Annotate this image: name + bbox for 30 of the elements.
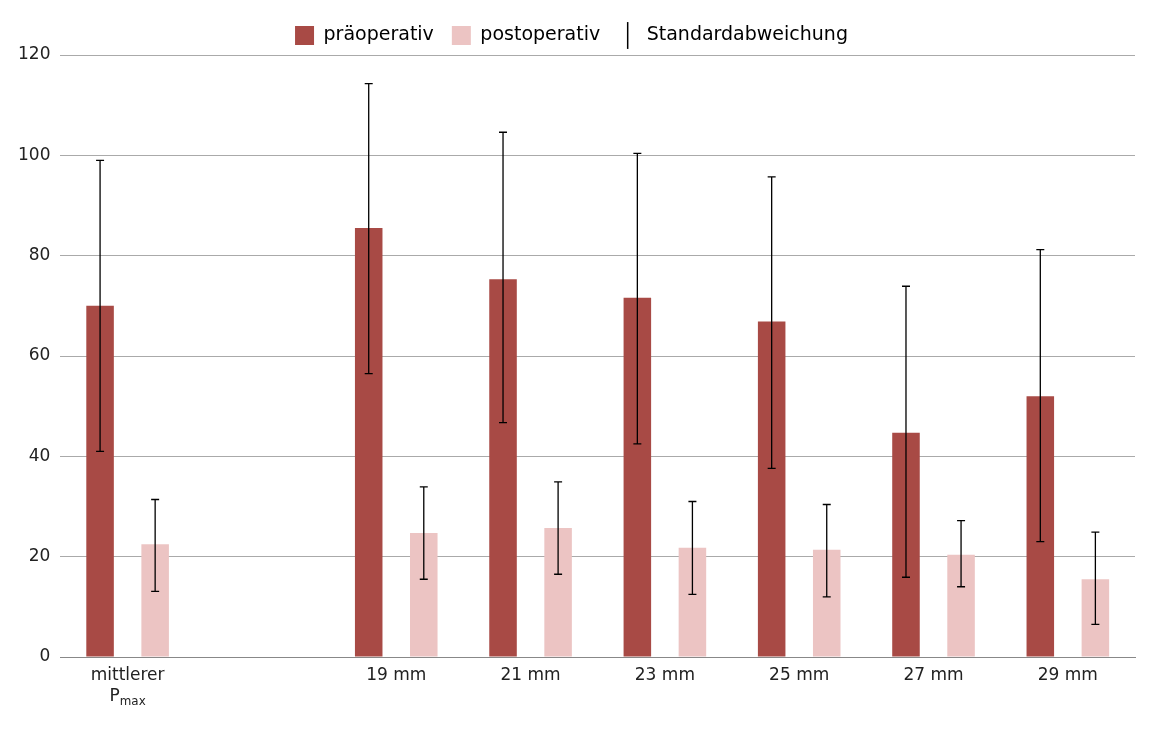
- legend-label: postoperativ: [480, 22, 601, 45]
- legend-label: präoperativ: [323, 22, 434, 45]
- x-tick-label: 25 mm: [769, 663, 830, 684]
- y-tick-label: 20: [28, 545, 51, 566]
- y-tick-label: 60: [28, 344, 51, 365]
- bar: [678, 547, 707, 657]
- bar: [1081, 579, 1110, 657]
- bar: [947, 554, 975, 657]
- bar: [812, 549, 841, 657]
- bar: [757, 321, 786, 657]
- x-tick-label: 27 mm: [903, 663, 964, 684]
- y-tick-label: 40: [28, 444, 51, 465]
- y-tick-label: 0: [39, 645, 51, 666]
- bar: [892, 432, 920, 657]
- bar: [86, 305, 114, 657]
- bar: [489, 279, 517, 657]
- bar: [544, 528, 572, 657]
- bar: [410, 533, 438, 657]
- x-tick-label: 21 mm: [500, 663, 561, 684]
- x-tick-label: 29 mm: [1037, 663, 1098, 684]
- bar: [623, 297, 652, 657]
- x-tick-label: 19 mm: [366, 663, 427, 684]
- text: Standardabweichung: [646, 22, 848, 45]
- bar: [354, 228, 383, 657]
- y-tick-label: 80: [28, 244, 51, 265]
- y-tick-label: 100: [17, 143, 51, 164]
- y-tick-label: 120: [17, 43, 51, 64]
- bar: [1026, 396, 1055, 657]
- x-tick-label: 23 mm: [634, 663, 695, 684]
- bar: [141, 544, 169, 657]
